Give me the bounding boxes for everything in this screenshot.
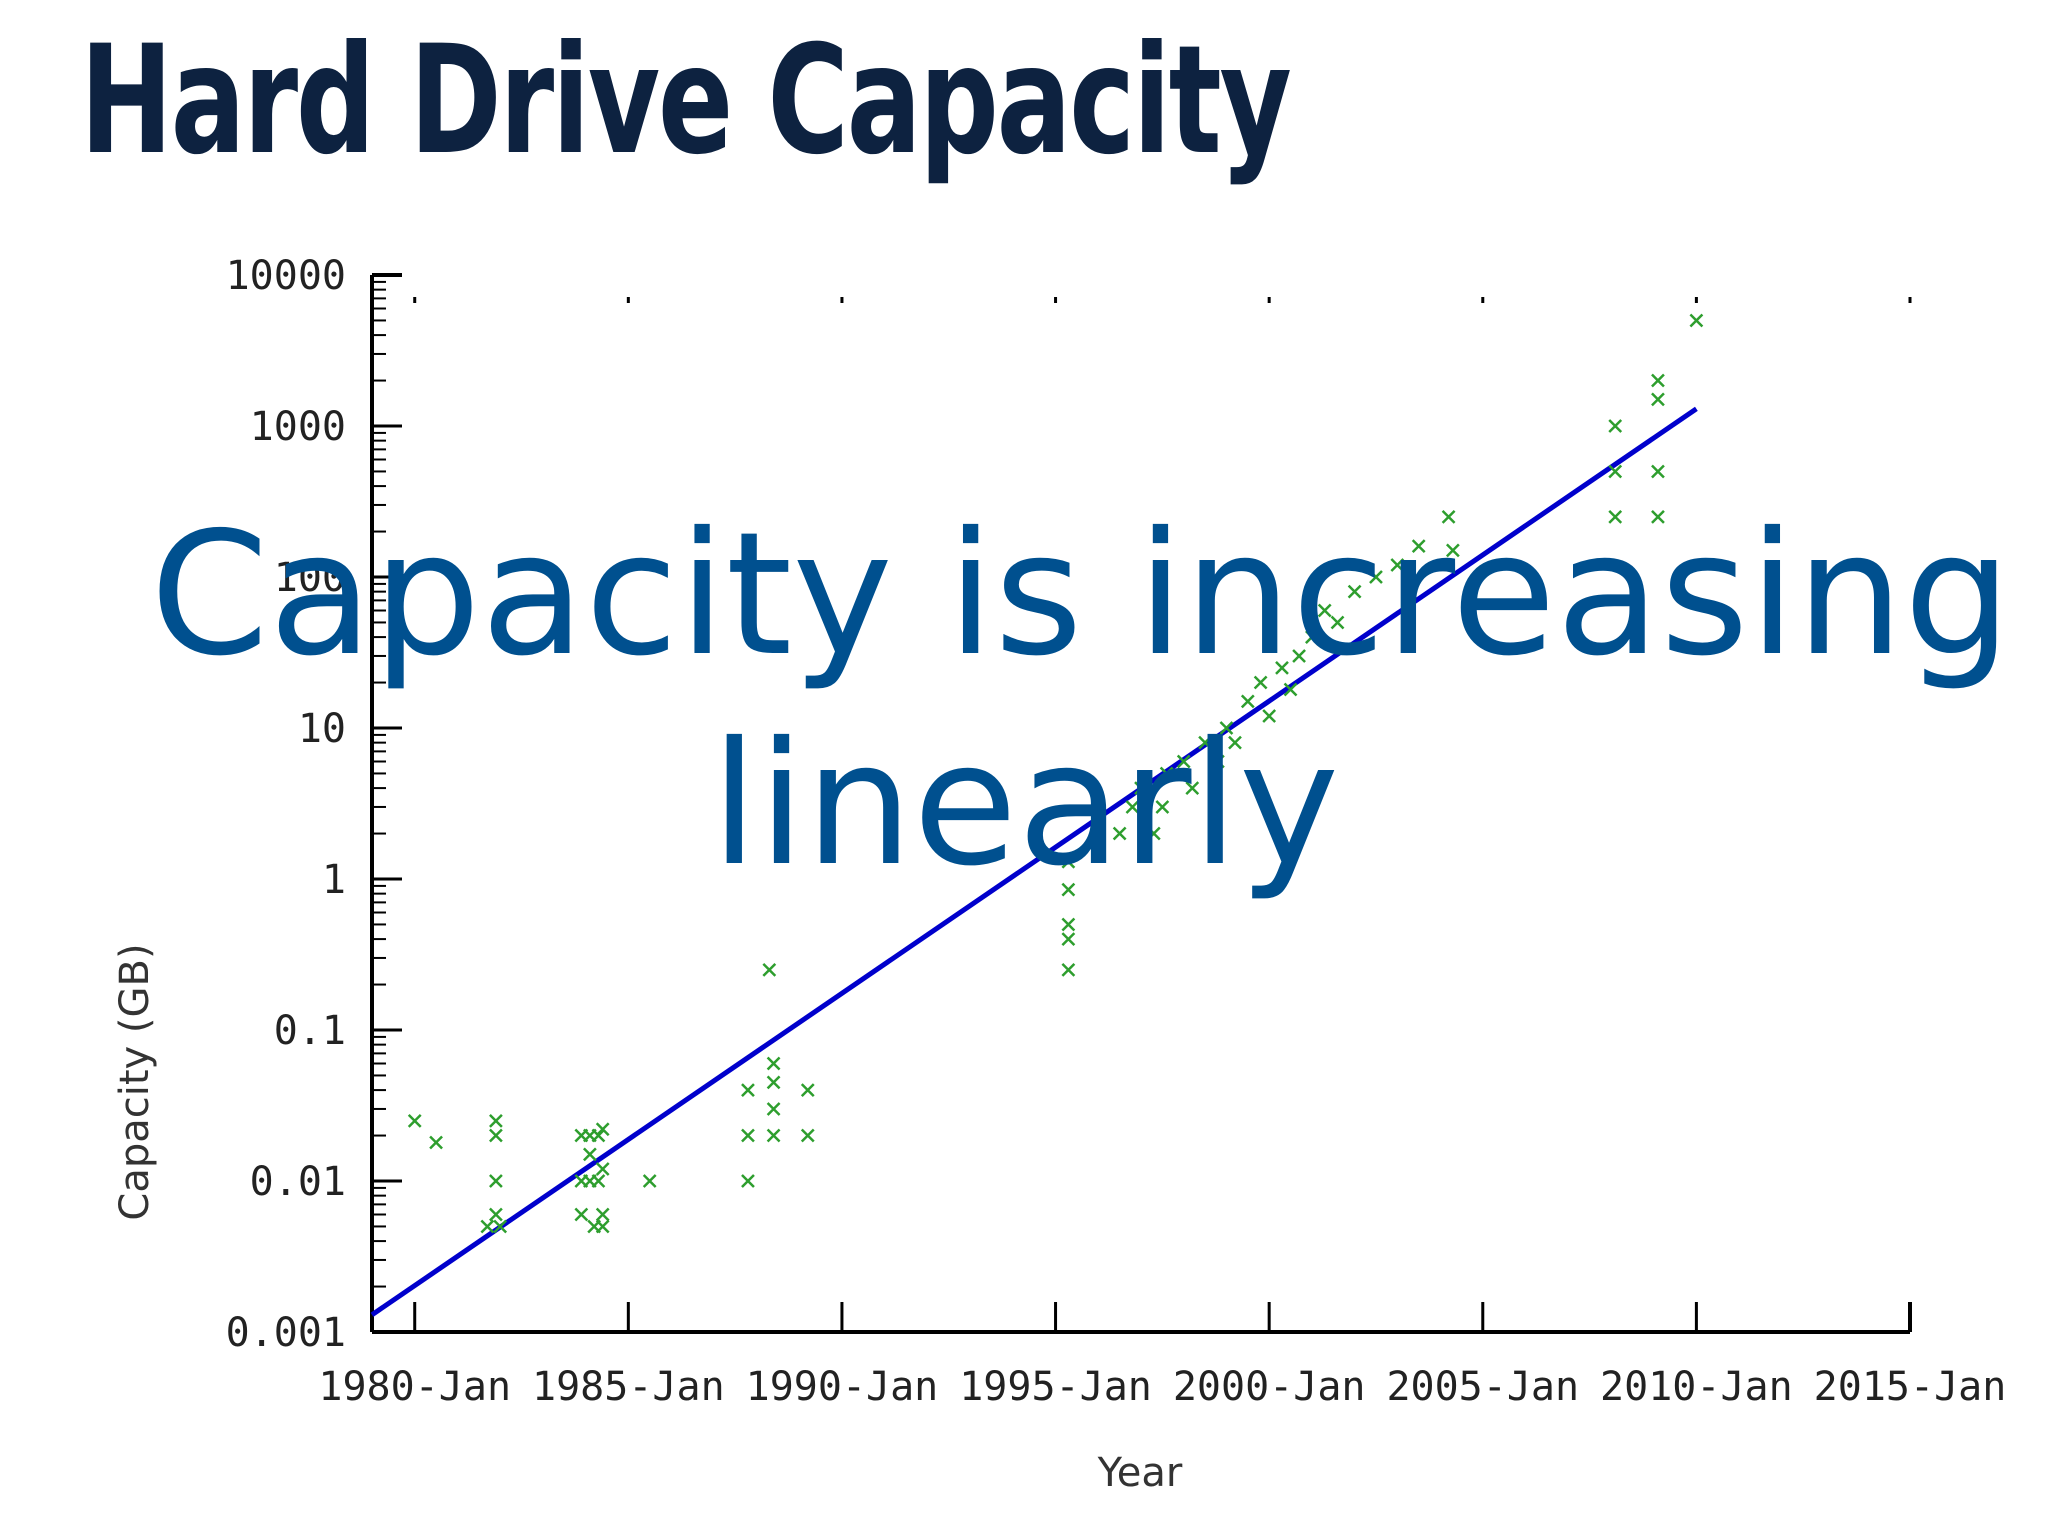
data-point <box>591 1128 606 1143</box>
data-point <box>766 1056 781 1071</box>
y-tick-label: 100 <box>274 555 346 601</box>
y-tick-label: 10000 <box>226 253 346 299</box>
data-point <box>1651 464 1665 479</box>
data-point <box>1608 464 1623 479</box>
data-point <box>766 1102 781 1116</box>
data-point <box>1061 882 1076 897</box>
data-points <box>407 313 1704 1234</box>
data-point <box>493 1219 508 1234</box>
data-point <box>1112 826 1127 841</box>
data-point <box>741 1174 755 1188</box>
x-tick-label: 2005-Jan <box>1386 1364 1579 1410</box>
data-point <box>480 1219 495 1234</box>
axes <box>370 273 1912 1334</box>
data-point <box>1275 661 1289 675</box>
data-point <box>1608 419 1623 433</box>
data-point <box>429 1135 443 1150</box>
y-minor-ticks <box>372 280 386 1288</box>
data-point <box>800 1128 815 1143</box>
trend-line <box>370 406 1698 1317</box>
data-point <box>1411 539 1426 554</box>
y-axis-ticks: 0.001 0.01 0.1 1 10 100 1000 10000 <box>226 253 402 1356</box>
data-point <box>1155 800 1170 814</box>
data-point <box>800 1083 815 1097</box>
data-point <box>1159 766 1174 781</box>
x-tick-label: 1980-Jan <box>318 1364 511 1410</box>
data-point <box>1146 826 1161 841</box>
data-point <box>1125 800 1140 814</box>
data-point <box>1061 932 1076 946</box>
data-point <box>595 1162 610 1176</box>
data-point <box>1347 584 1362 599</box>
data-point <box>1651 392 1665 407</box>
y-tick-label: 0.1 <box>274 1008 346 1054</box>
data-point <box>1283 682 1298 697</box>
data-point <box>642 1174 657 1188</box>
data-point <box>1228 735 1242 750</box>
y-tick-label: 10 <box>298 706 346 752</box>
data-point <box>595 1122 610 1137</box>
x-tick-label: 2015-Jan <box>1814 1364 2007 1410</box>
data-point <box>1262 709 1277 723</box>
data-point <box>741 1083 755 1097</box>
data-point <box>741 1128 755 1143</box>
y-tick-label: 1000 <box>250 404 346 450</box>
data-point <box>1390 558 1405 572</box>
data-point <box>1240 694 1255 709</box>
data-point <box>489 1128 503 1143</box>
data-point <box>766 1128 781 1143</box>
data-point <box>489 1207 503 1222</box>
y-axis-label: Capacity (GB) <box>112 943 158 1220</box>
data-point <box>1305 630 1319 644</box>
x-tick-label: 1990-Jan <box>746 1364 939 1410</box>
data-point <box>1441 510 1456 524</box>
data-point <box>1176 754 1191 769</box>
data-point <box>489 1114 503 1128</box>
x-tick-label: 1985-Jan <box>532 1364 725 1410</box>
data-point <box>1369 570 1383 584</box>
data-point <box>407 1114 422 1128</box>
y-tick-label: 0.01 <box>250 1159 346 1205</box>
x-axis-ticks: 1980-Jan 1985-Jan 1990-Jan 1995-Jan 2000-Jan… <box>318 297 2006 1410</box>
data-point <box>591 1174 606 1188</box>
data-point <box>489 1174 503 1188</box>
data-point <box>1608 510 1623 524</box>
y-tick-label: 1 <box>322 857 346 903</box>
data-point <box>762 963 777 977</box>
x-tick-label: 2000-Jan <box>1173 1364 1366 1410</box>
data-point <box>1185 781 1200 795</box>
data-point <box>1317 603 1332 618</box>
data-point <box>1445 543 1460 558</box>
data-point <box>595 1219 610 1234</box>
data-point <box>1330 615 1345 630</box>
data-point <box>1253 675 1268 690</box>
x-axis-label: Year <box>1097 1450 1183 1496</box>
slide-title: Hard Drive Capacity <box>80 14 1292 188</box>
data-point <box>766 1075 781 1090</box>
x-tick-label: 2010-Jan <box>1600 1364 1793 1410</box>
trend-line-group <box>370 406 1698 1317</box>
data-point <box>1211 754 1225 769</box>
data-point <box>1292 649 1306 663</box>
data-point <box>1651 373 1665 388</box>
data-point <box>582 1147 597 1162</box>
data-point <box>574 1207 589 1222</box>
data-point <box>1219 721 1234 735</box>
x-tick-label: 1995-Jan <box>959 1364 1152 1410</box>
data-point <box>1134 781 1148 795</box>
data-point <box>1651 510 1665 524</box>
y-tick-label: 0.001 <box>226 1310 346 1356</box>
data-point <box>1061 963 1076 977</box>
data-point <box>1689 313 1704 328</box>
data-point <box>595 1207 610 1222</box>
data-point <box>1198 735 1212 750</box>
data-point <box>1061 854 1076 869</box>
data-point <box>1061 917 1076 932</box>
